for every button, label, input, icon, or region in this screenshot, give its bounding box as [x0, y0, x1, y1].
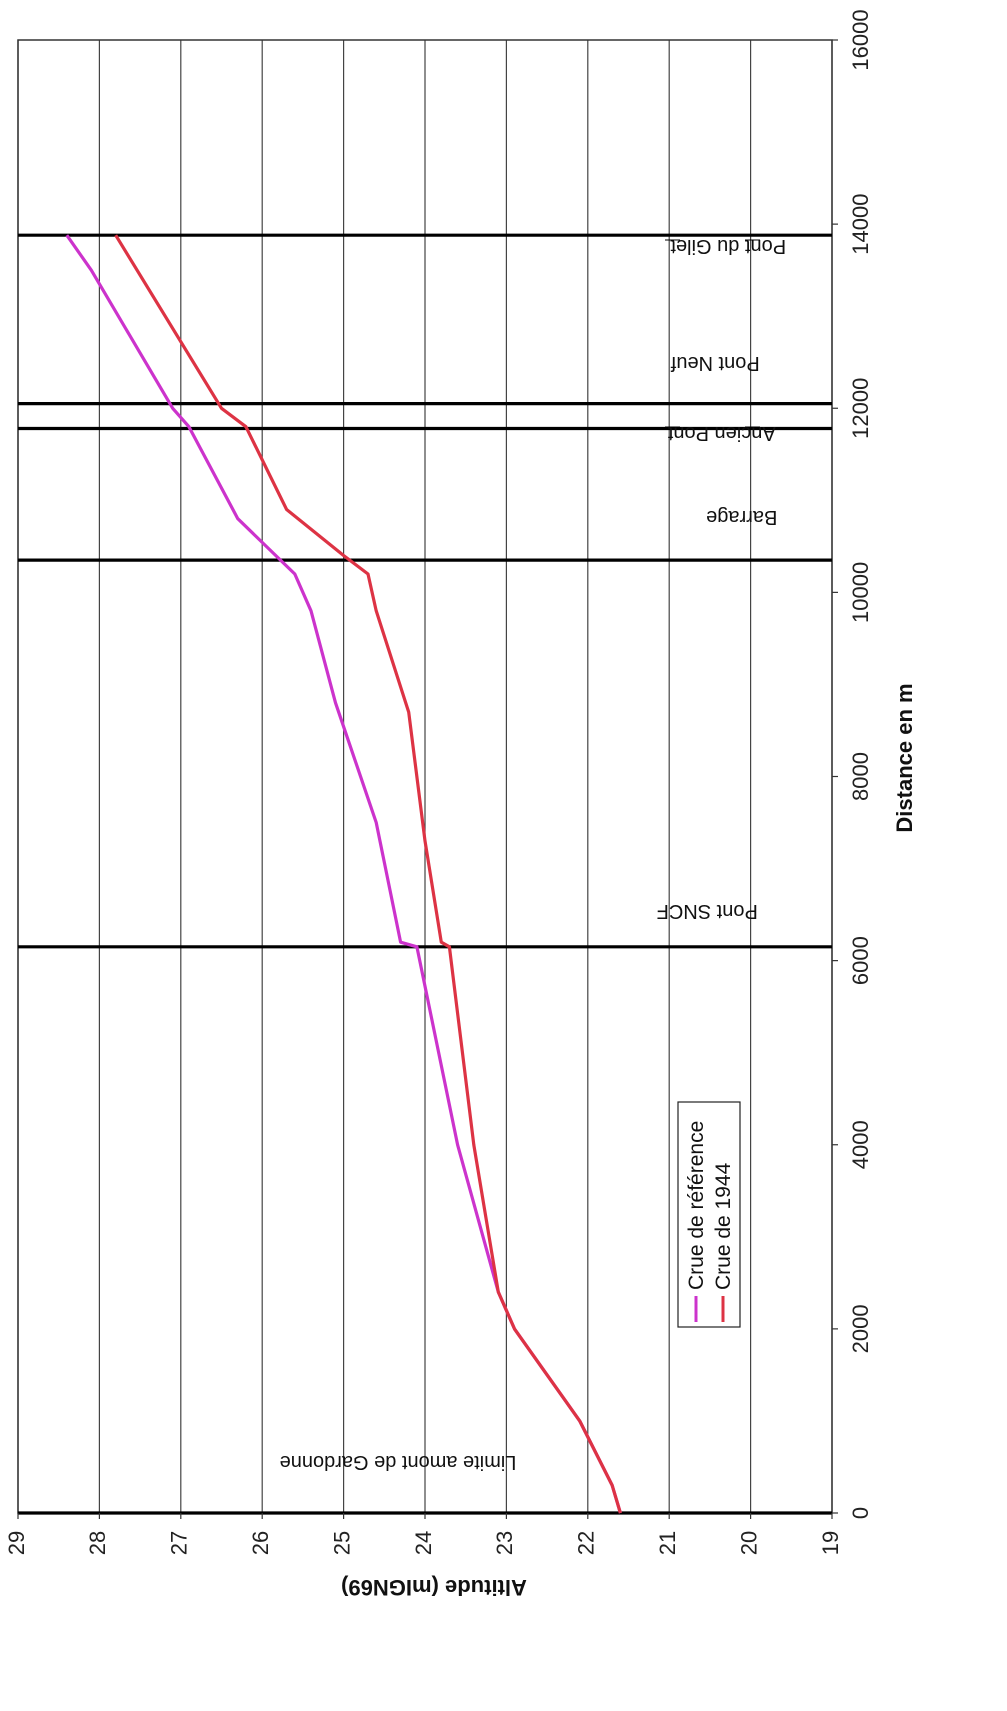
reference-line-label: Pont Neuf — [670, 352, 759, 374]
y-tick-label: 22 — [574, 1531, 599, 1555]
y-tick-label: 26 — [248, 1531, 273, 1555]
x-tick-label: 8000 — [848, 752, 873, 801]
y-tick-label: 27 — [167, 1531, 192, 1555]
legend-box — [677, 1101, 741, 1328]
x-tick-label: 4000 — [848, 1120, 873, 1169]
x-tick-label: 14000 — [848, 194, 873, 255]
x-tick-label: 2000 — [848, 1304, 873, 1353]
y-tick-label: 23 — [492, 1531, 517, 1555]
y-tick-label: 24 — [411, 1531, 436, 1555]
reference-line-label: Ancien Pont — [667, 422, 775, 444]
x-axis-title: Distance en m — [892, 683, 917, 832]
y-tick-label: 28 — [85, 1531, 110, 1555]
reference-line-label: Limite amont de Gardonne — [280, 1451, 517, 1473]
x-tick-label: 12000 — [848, 378, 873, 439]
reference-line-labels: Limite amont de Gardonne Pont SNCF Barrage… — [280, 235, 786, 1473]
series-group — [65, 234, 622, 1514]
y-tick-label: 25 — [329, 1531, 354, 1555]
y-axis-title: Altitude (mIGN69) — [341, 1575, 527, 1600]
legend-label: Crue de référence — [685, 1121, 708, 1290]
y-tick-label: 20 — [736, 1531, 761, 1555]
x-tick-label: 16000 — [848, 9, 873, 70]
y-tick-label: 19 — [818, 1531, 843, 1555]
x-tick-labels: 0 2000 4000 6000 8000 10000 12000 14000 16000 — [832, 9, 873, 1519]
legend: Crue de référence Crue de 1944 — [677, 1101, 741, 1328]
y-tick-label: 21 — [655, 1531, 680, 1555]
reference-line-label: Pont SNCF — [657, 900, 758, 922]
y-tick-label: 29 — [4, 1531, 29, 1555]
legend-label: Crue de 1944 — [712, 1162, 735, 1290]
series-line — [114, 234, 622, 1514]
reference-line-label: Barrage — [706, 506, 777, 528]
y-tick-labels: 19 20 21 22 23 24 25 26 27 28 29 — [4, 1513, 843, 1555]
reference-line-label: Pont du Gilet — [670, 235, 786, 257]
x-tick-label: 10000 — [848, 562, 873, 623]
x-tick-label: 0 — [848, 1507, 873, 1519]
x-tick-label: 6000 — [848, 936, 873, 985]
